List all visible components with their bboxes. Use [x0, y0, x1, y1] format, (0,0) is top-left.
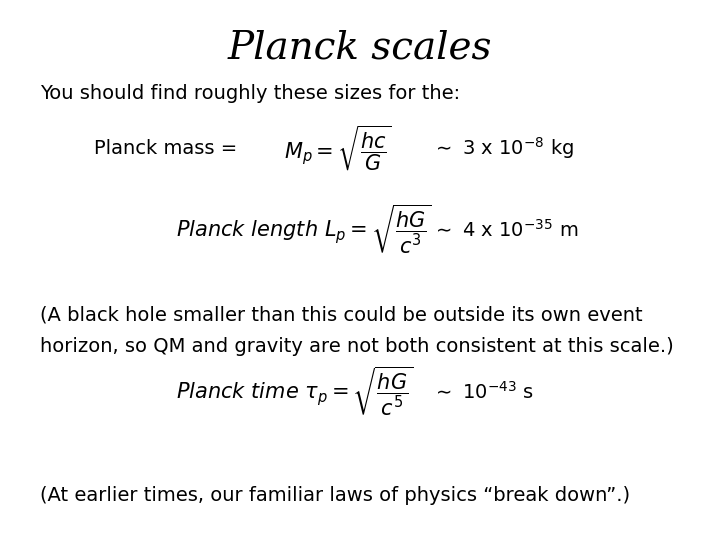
Text: $\mathit{Planck\ length\ L_{p}} = \sqrt{\dfrac{hG}{c^{3}}}$: $\mathit{Planck\ length\ L_{p}} = \sqrt{…: [176, 202, 432, 256]
Text: $\sim$ 4 x 10$^{-35}$ m: $\sim$ 4 x 10$^{-35}$ m: [432, 219, 578, 240]
Text: $M_{p} = \sqrt{\dfrac{hc}{G}}$: $M_{p} = \sqrt{\dfrac{hc}{G}}$: [284, 124, 392, 173]
Text: Planck mass =: Planck mass =: [94, 139, 243, 158]
Text: Planck scales: Planck scales: [228, 30, 492, 67]
Text: (At earlier times, our familiar laws of physics “break down”.): (At earlier times, our familiar laws of …: [40, 486, 630, 505]
Text: horizon, so QM and gravity are not both consistent at this scale.): horizon, so QM and gravity are not both …: [40, 338, 673, 356]
Text: $\sim$ 3 x 10$^{-8}$ kg: $\sim$ 3 x 10$^{-8}$ kg: [432, 136, 575, 161]
Text: $\mathit{Planck\ time\ \tau_{p}} = \sqrt{\dfrac{hG}{c^{5}}}$: $\mathit{Planck\ time\ \tau_{p}} = \sqrt…: [176, 364, 414, 418]
Text: You should find roughly these sizes for the:: You should find roughly these sizes for …: [40, 84, 460, 103]
Text: $\sim$ 10$^{-43}$ s: $\sim$ 10$^{-43}$ s: [432, 381, 534, 402]
Text: (A black hole smaller than this could be outside its own event: (A black hole smaller than this could be…: [40, 305, 642, 324]
